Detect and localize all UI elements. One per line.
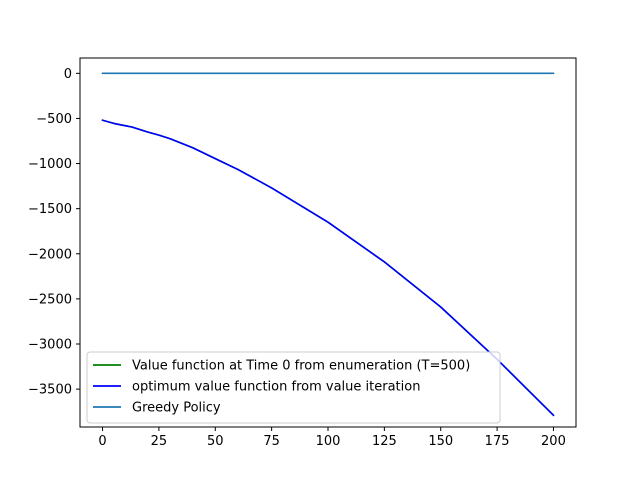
x-tick-label: 150 [428,434,453,449]
y-tick-label: −500 [36,112,72,127]
x-tick-label: 0 [98,434,106,449]
x-tick-label: 75 [263,434,280,449]
y-tick-label: −2000 [28,247,72,262]
x-tick-label: 25 [151,434,168,449]
legend-label: Greedy Policy [132,401,221,416]
tick-layer: 0 25 50 75 100 125 150 175 200 0 −500 −1000 −1500 −20… [28,67,566,449]
legend-box [86,351,501,424]
series-layer [101,72,555,417]
y-tick-label: −3000 [28,337,72,352]
y-tick-label: −3500 [28,383,72,398]
x-tick-label: 175 [485,434,510,449]
y-tick-label: 0 [64,67,72,82]
y-tick-label: −1000 [28,157,72,172]
series-line-2 [101,119,555,417]
y-tick-label: −2500 [28,292,72,307]
legend: Value function at Time 0 from enumeratio… [86,351,501,424]
x-tick-label: 200 [541,434,566,449]
x-tick-label: 50 [207,434,224,449]
y-tick-label: −1500 [28,202,72,217]
x-tick-label: 100 [316,434,341,449]
legend-label: Value function at Time 0 from enumeratio… [132,359,470,374]
x-tick-label: 125 [372,434,397,449]
legend-label: optimum value function from value iterat… [132,380,420,395]
